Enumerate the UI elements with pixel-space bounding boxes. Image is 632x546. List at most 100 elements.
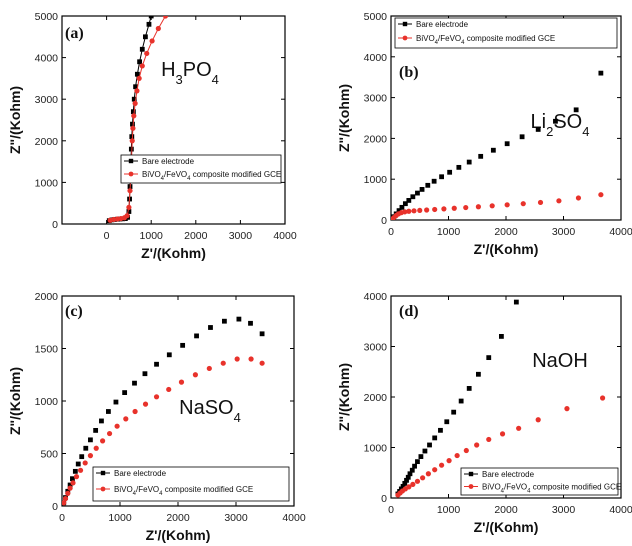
panel-c: 0 1000 2000 3000 4000 0 500 1000 1500 2000 Z'/(Koh… xyxy=(7,291,306,543)
data-point-square xyxy=(67,482,73,488)
data-point-circle xyxy=(486,436,492,443)
data-point-square xyxy=(466,159,472,165)
data-point-square xyxy=(486,355,492,361)
data-point-square xyxy=(142,371,148,377)
data-point-circle xyxy=(73,474,80,480)
y-tick-label: 0 xyxy=(381,493,387,505)
data-point-square xyxy=(404,477,409,483)
x-tick-label: 0 xyxy=(388,504,394,516)
x-tick-label: 0 xyxy=(59,512,65,524)
x-tick-label: 3000 xyxy=(552,504,576,516)
data-point-square xyxy=(444,419,450,425)
data-point-square xyxy=(139,46,145,52)
panel-label: (c) xyxy=(65,303,83,320)
legend-entry-composite-gce: BiVO4/FeVO4 composite modified GCE xyxy=(482,483,621,495)
data-point-circle xyxy=(132,100,138,106)
data-point-circle xyxy=(153,394,160,400)
data-point-circle xyxy=(420,475,426,481)
data-point-circle xyxy=(77,467,84,473)
y-tick-label: 4000 xyxy=(35,53,59,65)
electrolyte-annotation-part: 4 xyxy=(582,124,589,139)
data-point-square xyxy=(134,71,140,77)
data-point-circle xyxy=(411,208,417,214)
legend-entry-composite-gce-part: 4 xyxy=(187,176,191,182)
data-point-square xyxy=(439,174,444,180)
electrolyte-annotation-part: 4 xyxy=(234,410,241,425)
data-point-square xyxy=(400,483,406,489)
data-point-circle xyxy=(82,460,88,466)
x-tick-label: 3000 xyxy=(552,226,576,238)
data-point-circle xyxy=(162,16,169,19)
data-point-square xyxy=(415,190,420,196)
data-point-square xyxy=(519,134,525,140)
electrolyte-annotation: NaSO4 xyxy=(179,397,241,425)
data-point-square xyxy=(137,59,143,65)
series-composite-gce xyxy=(107,16,169,223)
y-tick-label: 3000 xyxy=(35,94,59,106)
data-point-square xyxy=(422,448,428,454)
data-point-square xyxy=(396,208,402,214)
legend-entry-bare-electrode-part: Bare electrode xyxy=(114,469,167,478)
data-point-square xyxy=(128,146,134,152)
data-point-square xyxy=(504,141,510,147)
x-tick-label: 4000 xyxy=(609,504,632,516)
data-layer xyxy=(395,299,606,498)
legend-entry-composite-gce: BiVO4/FeVO4 composite modified GCE xyxy=(142,170,281,182)
legend-entry-composite-gce: BiVO4/FeVO4 composite modified GCE xyxy=(114,485,253,497)
data-point-square xyxy=(130,109,136,115)
series-bare-electrode xyxy=(395,299,519,497)
data-point-circle xyxy=(142,401,149,407)
data-point-square xyxy=(131,96,137,102)
data-point-circle xyxy=(65,490,71,496)
x-tick-label: 2000 xyxy=(494,226,518,238)
y-tick-label: 5000 xyxy=(364,11,388,23)
legend-entry-composite-gce-part: 4 xyxy=(159,491,163,497)
data-point-square xyxy=(75,461,81,467)
data-point-circle xyxy=(410,481,416,487)
electrolyte-annotation-part: 2 xyxy=(546,124,553,139)
x-tick-label: 1000 xyxy=(437,504,461,516)
x-tick-label: 4000 xyxy=(273,230,297,242)
legend-entry-composite-gce-part: /FeVO xyxy=(438,34,461,43)
data-point-circle xyxy=(463,204,469,211)
y-tick-label: 2000 xyxy=(35,136,59,148)
data-layer xyxy=(106,16,169,224)
data-point-square xyxy=(410,194,416,200)
legend-entry-bare-electrode: Bare electrode xyxy=(114,469,167,478)
data-point-square xyxy=(535,127,541,132)
data-point-circle xyxy=(474,442,480,448)
x-tick-label: 2000 xyxy=(166,512,190,524)
y-tick-label: 0 xyxy=(52,501,58,513)
data-point-circle xyxy=(259,360,265,366)
electrolyte-annotation-part: 3 xyxy=(176,72,183,87)
legend-entry-composite-gce-part: 4 xyxy=(527,489,531,495)
x-tick-label: 3000 xyxy=(224,512,248,524)
data-point-square xyxy=(129,134,135,140)
y-tick-label: 0 xyxy=(52,219,58,231)
legend: Bare electrode BiVO4/FeVO4 composite modi… xyxy=(92,466,290,502)
legend-entry-bare-electrode: Bare electrode xyxy=(142,157,195,166)
data-point-square xyxy=(132,380,137,386)
data-layer xyxy=(62,316,265,506)
data-point-square xyxy=(72,468,78,474)
data-point-circle xyxy=(439,462,445,468)
legend-entry-bare-electrode: Bare electrode xyxy=(482,470,535,479)
legend-marker-square xyxy=(468,471,474,477)
data-point-circle xyxy=(126,204,132,210)
data-point-circle xyxy=(62,500,67,506)
data-point-square xyxy=(194,333,199,339)
data-point-circle xyxy=(134,88,140,94)
data-point-circle xyxy=(206,365,212,372)
y-axis-label: Z"/(Kohm) xyxy=(7,367,23,435)
y-tick-label: 1500 xyxy=(35,344,59,356)
data-point-circle xyxy=(454,452,460,459)
data-point-square xyxy=(154,361,159,367)
data-point-square xyxy=(88,437,93,443)
panel-label: (d) xyxy=(399,303,419,320)
data-point-circle xyxy=(131,113,137,119)
legend-entry-bare-electrode-part: Bare electrode xyxy=(142,157,195,166)
data-point-square xyxy=(248,320,253,326)
series-line xyxy=(110,16,166,221)
data-point-circle xyxy=(489,203,495,209)
y-tick-label: 3000 xyxy=(364,342,388,354)
